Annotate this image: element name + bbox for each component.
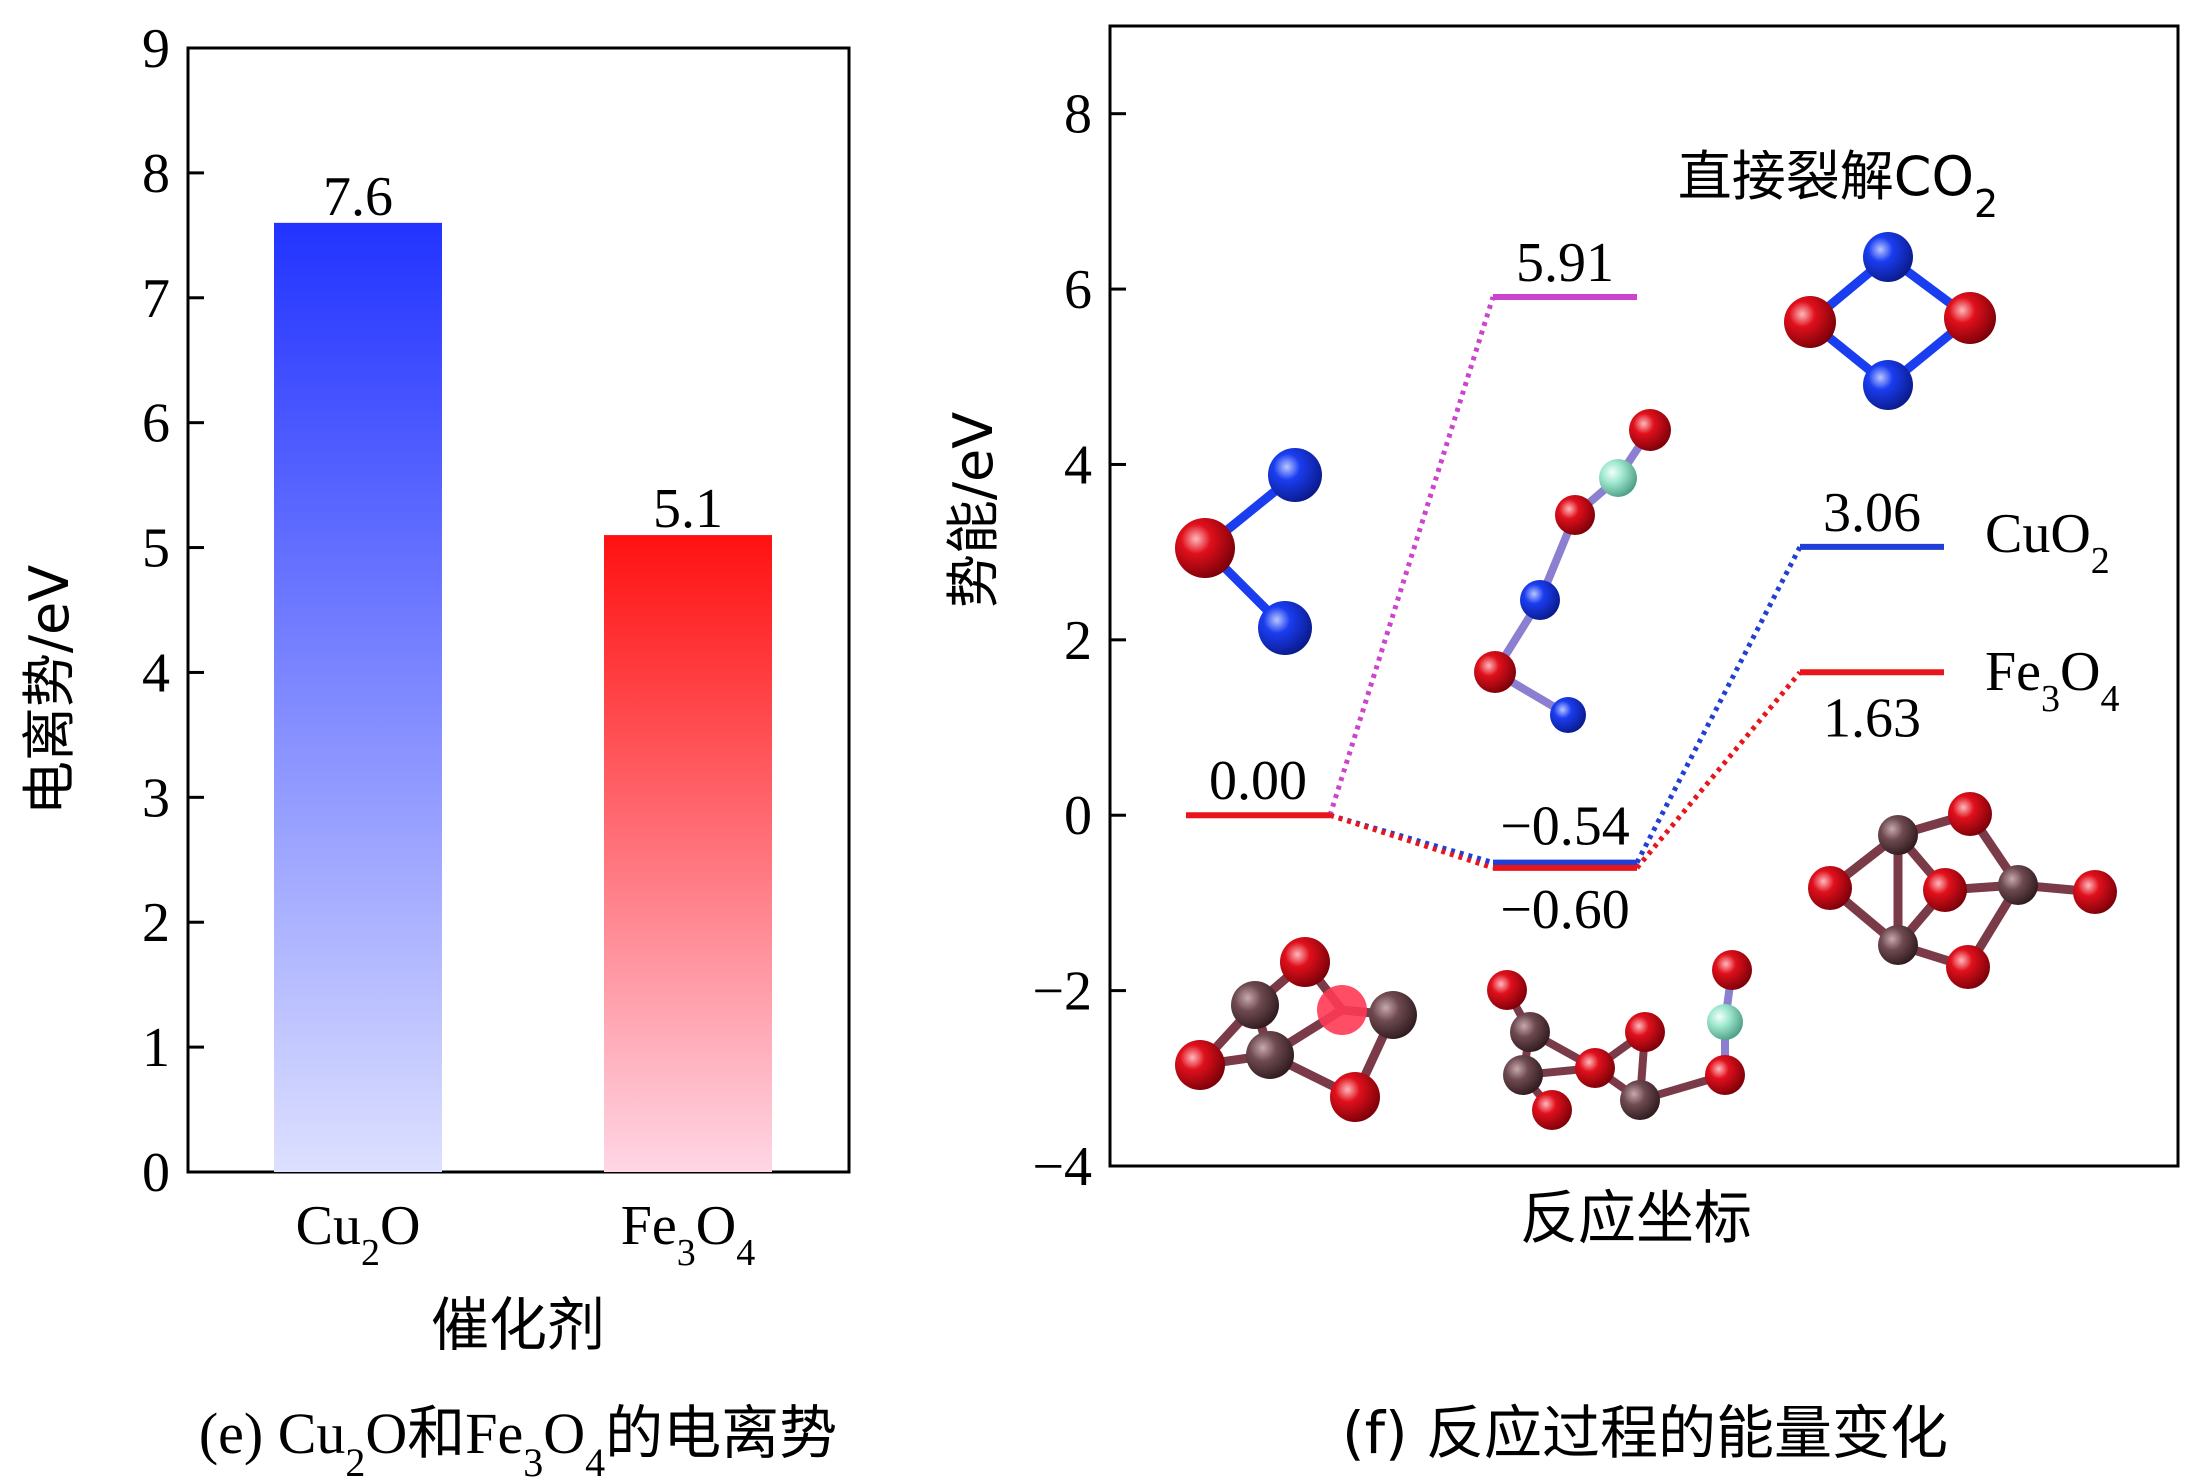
connector-cuo2-1 bbox=[1329, 812, 1494, 865]
y-axis-ticks: −4 −2 0 2 4 6 8 bbox=[1032, 84, 1126, 1198]
connector-cuo2-2 bbox=[1634, 545, 1803, 864]
connector-direct bbox=[1327, 296, 1496, 816]
x-axis-label: 催化剂 bbox=[431, 1291, 605, 1359]
panel-e-caption: (e) Cu2O和Fe3O4的电离势 bbox=[199, 1399, 837, 1479]
level-label-cuo2-intermediate: −0.54 bbox=[1500, 796, 1630, 858]
legend-cuo2: CuO2 bbox=[1985, 503, 2110, 582]
y-tick-label: −4 bbox=[1032, 1136, 1092, 1198]
x-axis-label: 反应坐标 bbox=[1520, 1184, 1752, 1252]
legend-fe3o4: Fe3O4 bbox=[1985, 641, 2119, 720]
y-tick-label: 1 bbox=[142, 1017, 170, 1079]
molecule-cluster-initial bbox=[1175, 937, 1417, 1122]
x-tick-label-fe3o4: Fe3O4 bbox=[621, 1195, 755, 1274]
y-tick-label: 6 bbox=[1064, 259, 1092, 321]
bar-fe3o4 bbox=[604, 535, 772, 1172]
bar-value-label: 7.6 bbox=[323, 166, 393, 228]
bars: 7.6 5.1 bbox=[274, 166, 772, 1172]
y-tick-label: 7 bbox=[142, 268, 170, 330]
connector-fe3o4-1 bbox=[1329, 812, 1494, 871]
y-tick-label: 3 bbox=[142, 767, 170, 829]
molecule-fe3o4-product bbox=[1808, 792, 2117, 989]
y-tick-label: 9 bbox=[142, 18, 170, 80]
x-tick-label-cu2o: Cu2O bbox=[296, 1195, 421, 1274]
bar-value-label: 5.1 bbox=[653, 478, 723, 540]
plot-frame bbox=[186, 46, 851, 1174]
y-axis-label: 势能/eV bbox=[942, 412, 1005, 608]
y-tick-label: 2 bbox=[142, 892, 170, 954]
panel-f-caption: (f) 反应过程的能量变化 bbox=[1342, 1399, 1948, 1467]
molecule-cluster-adsorbed bbox=[1487, 950, 1752, 1130]
y-tick-label: 2 bbox=[1064, 610, 1092, 672]
molecule-cuo2-initial bbox=[1175, 448, 1322, 655]
level-label-fe3o4-intermediate: −0.60 bbox=[1500, 879, 1630, 941]
level-label-cuo2-final: 3.06 bbox=[1823, 482, 1921, 544]
y-tick-label: −2 bbox=[1032, 961, 1092, 1023]
y-tick-label: 5 bbox=[142, 518, 170, 580]
y-tick-label: 4 bbox=[1064, 434, 1092, 496]
direct-co2-title: 直接裂解CO2 bbox=[1678, 145, 1998, 226]
level-label-direct-ts: 5.91 bbox=[1516, 232, 1614, 294]
y-tick-label: 8 bbox=[1064, 84, 1092, 146]
energy-levels: 0.00 5.91 −0.54 −0.60 3.06 1.63 bbox=[1186, 232, 1944, 941]
y-axis-label: 电离势/eV bbox=[18, 565, 81, 815]
molecule-chain-intermediate bbox=[1474, 409, 1671, 733]
plot-frame bbox=[1108, 24, 2180, 1168]
y-tick-label: 0 bbox=[142, 1142, 170, 1204]
bar-cu2o bbox=[274, 222, 442, 1172]
molecule-co2-ring bbox=[1784, 232, 1996, 410]
y-tick-label: 0 bbox=[1064, 785, 1092, 847]
level-label-initial: 0.00 bbox=[1209, 750, 1307, 812]
y-tick-label: 6 bbox=[142, 393, 170, 455]
level-label-fe3o4-final: 1.63 bbox=[1823, 687, 1921, 749]
panel-f-energy-diagram: −4 −2 0 2 4 6 8 势能/eV 反应坐标 bbox=[942, 24, 2180, 1467]
connector-fe3o4-2 bbox=[1635, 670, 1802, 870]
y-axis-ticks: 0 1 2 3 4 5 6 7 8 9 bbox=[142, 18, 204, 1204]
y-tick-label: 8 bbox=[142, 143, 170, 205]
y-tick-label: 4 bbox=[142, 642, 170, 704]
